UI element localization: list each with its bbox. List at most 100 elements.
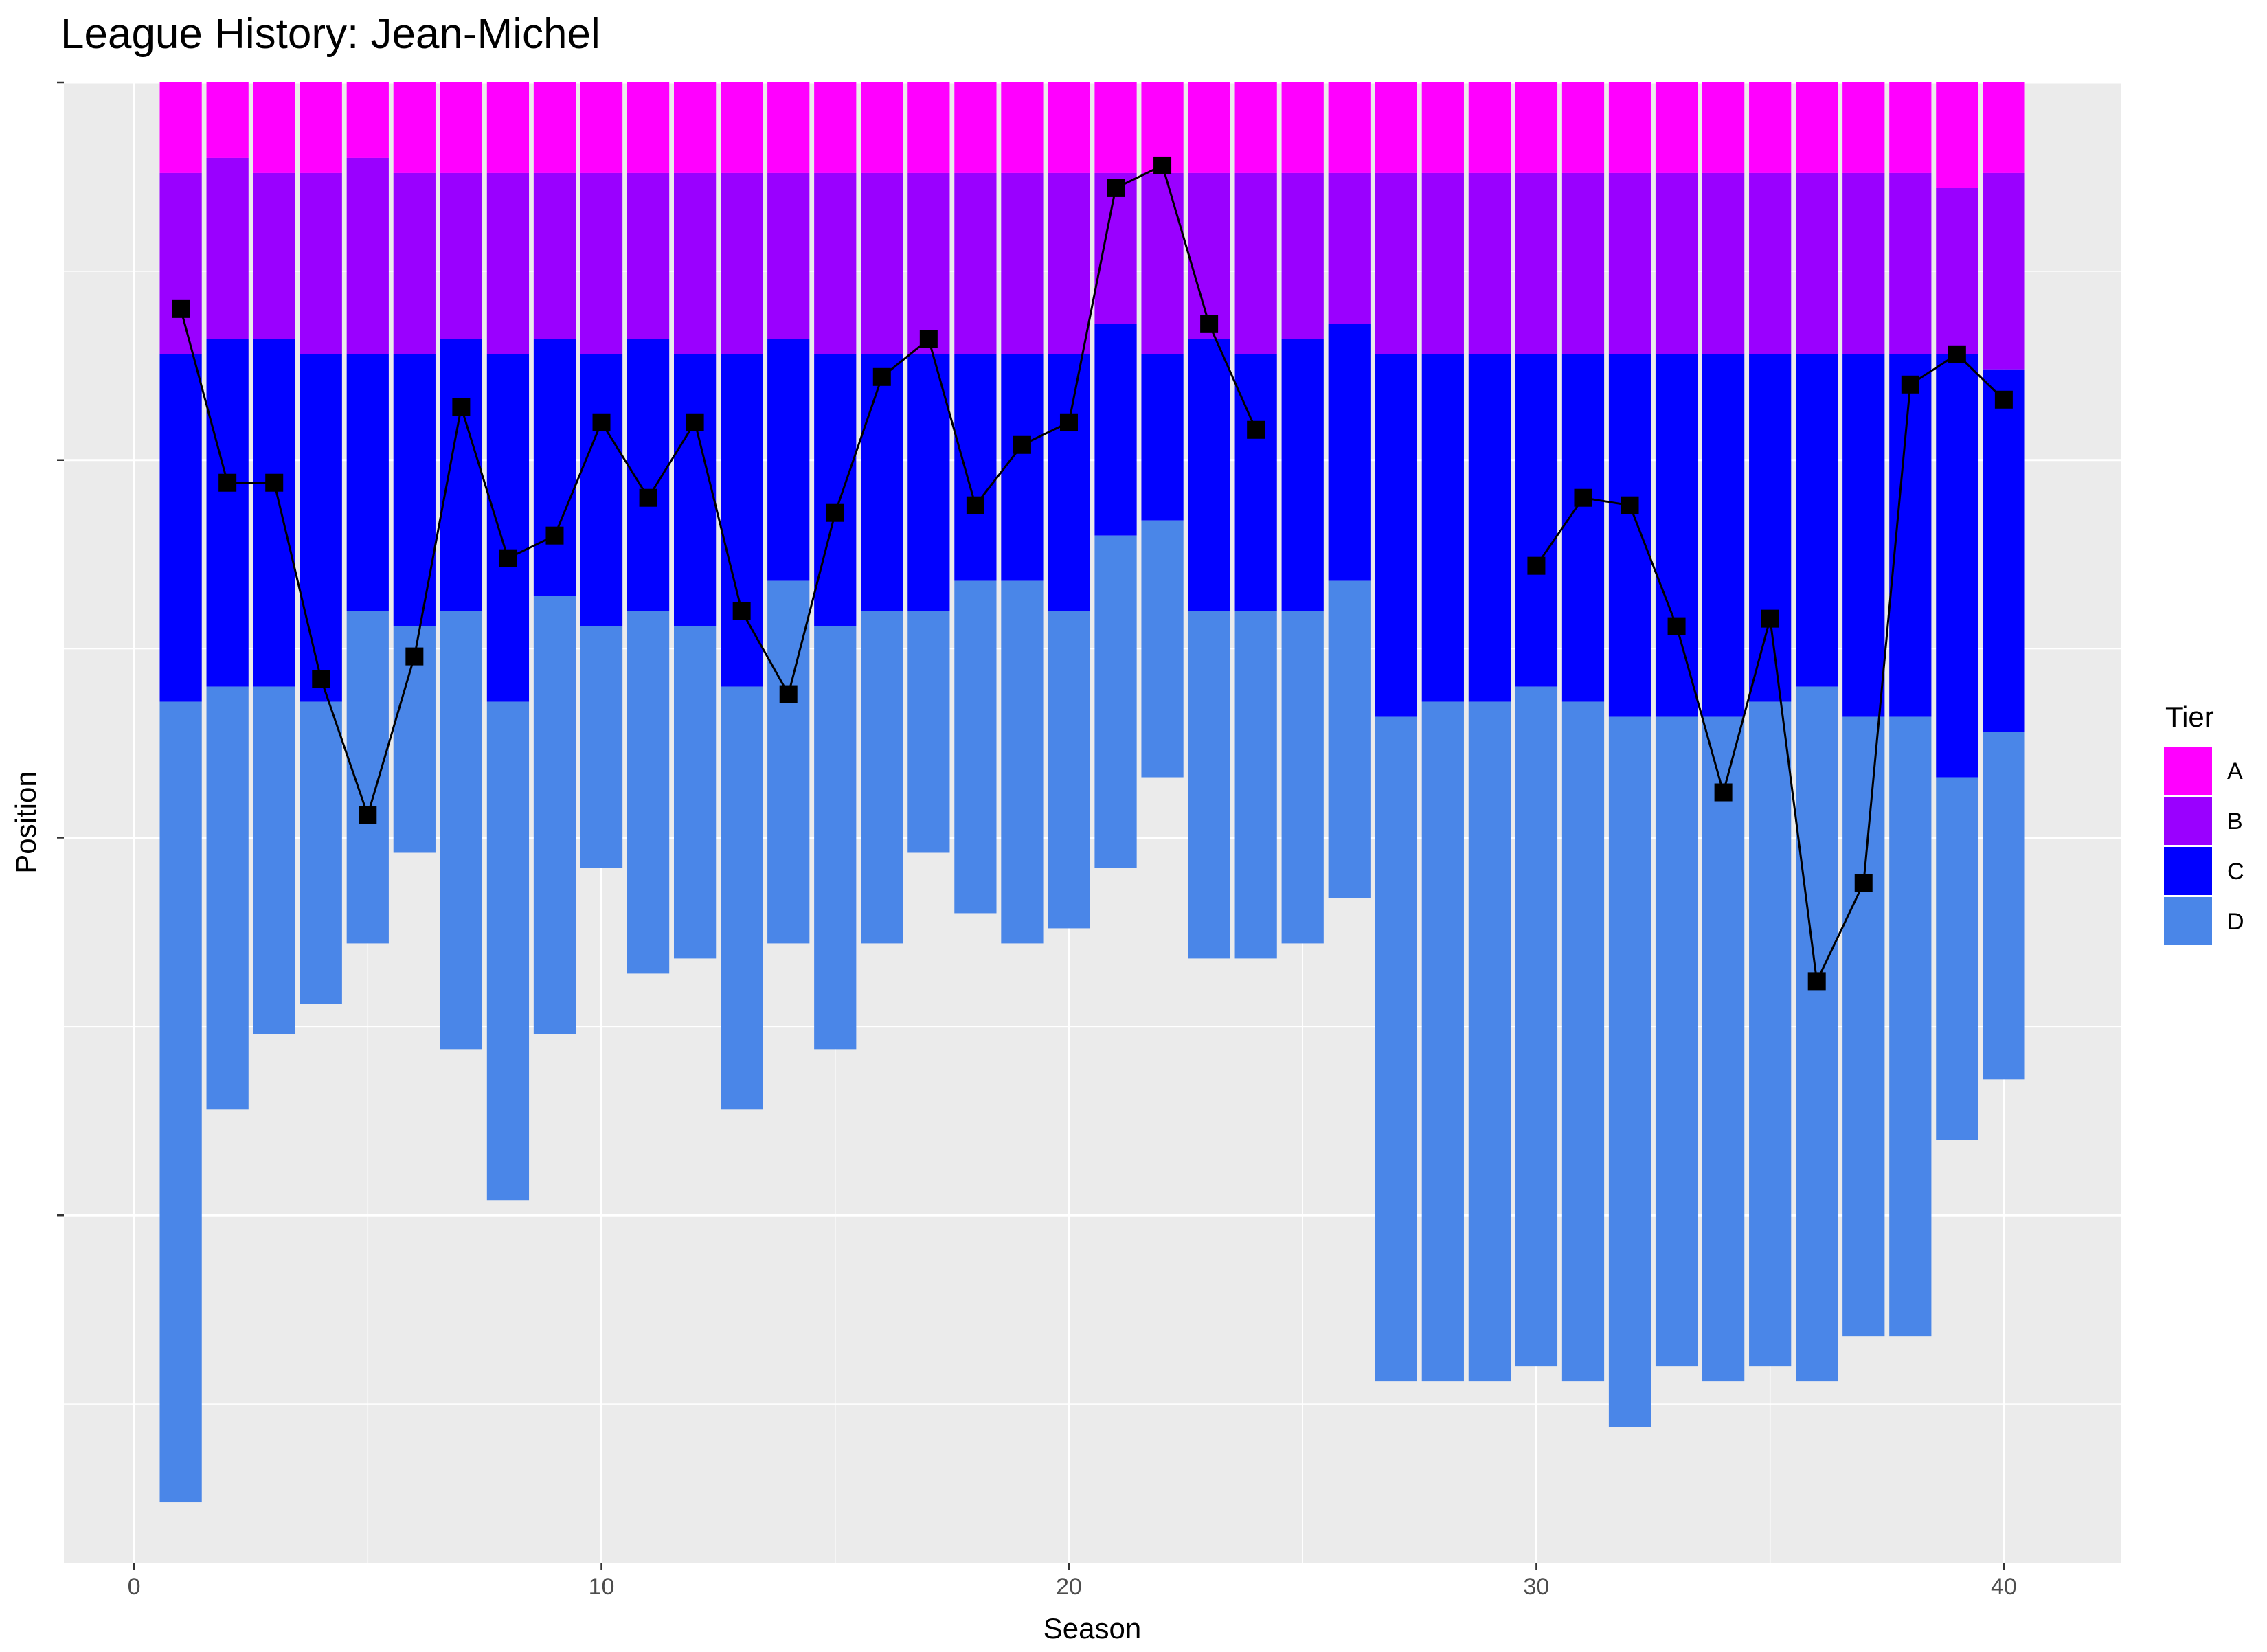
bar-segment-tier-a	[861, 82, 903, 173]
position-marker	[1574, 488, 1592, 507]
bar-segment-tier-c	[1141, 354, 1184, 521]
bar-segment-tier-c	[1188, 339, 1230, 611]
bar-segment-tier-c	[1328, 324, 1371, 581]
position-marker	[872, 367, 891, 386]
bar-segment-tier-c	[1561, 354, 1605, 702]
bar-segment-tier-d	[486, 701, 530, 1201]
bar-segment-tier-a	[159, 82, 202, 173]
bar-segment-tier-a	[486, 82, 530, 173]
bar-segment-tier-d	[1094, 535, 1137, 868]
legend-key-tier-a	[2164, 747, 2212, 795]
x-tick-label: 0	[128, 1574, 141, 1600]
bar-segment-tier-b	[673, 172, 717, 354]
bar-segment-tier-a	[1983, 82, 2025, 173]
position-marker	[1854, 874, 1873, 892]
bar-segment-tier-a	[300, 82, 342, 173]
bar-segment-tier-d	[300, 701, 342, 1004]
legend-key-tier-b	[2164, 797, 2212, 845]
bar-segment-tier-b	[907, 172, 950, 354]
bar-segment-tier-c	[1094, 324, 1137, 536]
x-tick-label: 20	[1056, 1574, 1082, 1600]
bar-segment-tier-b	[1328, 172, 1371, 324]
bar-segment-tier-d	[1281, 611, 1324, 944]
bar-segment-tier-d	[1889, 716, 1932, 1337]
bar-segment-tier-b	[1842, 172, 1885, 354]
legend-label-tier-d: D	[2227, 909, 2244, 935]
bar-segment-tier-a	[1749, 82, 1792, 173]
bar-segment-tier-d	[1561, 701, 1605, 1382]
bar-segment-tier-b	[1655, 172, 1698, 354]
bar-segment-tier-a	[1608, 82, 1651, 173]
bar-segment-tier-a	[721, 82, 763, 173]
bar-segment-tier-d	[1328, 580, 1371, 898]
bar-segment-tier-b	[1889, 172, 1932, 354]
bar-segment-tier-d	[1655, 716, 1698, 1367]
bar-segment-tier-d	[1983, 732, 2025, 1080]
position-marker	[1807, 972, 1826, 991]
bar-segment-tier-d	[721, 686, 763, 1110]
position-marker	[1153, 156, 1172, 174]
bar-segment-tier-a	[533, 82, 576, 173]
position-marker	[1013, 435, 1031, 454]
bar-segment-tier-a	[206, 82, 249, 158]
bar-segment-tier-a	[440, 82, 483, 173]
legend-key-tier-c	[2164, 847, 2212, 895]
bar-segment-tier-a	[393, 82, 436, 173]
position-marker	[312, 670, 330, 688]
bar-segment-tier-a	[346, 82, 389, 158]
bar-segment-tier-c	[1936, 354, 1978, 778]
bar-segment-tier-a	[1515, 82, 1558, 173]
position-marker	[779, 685, 798, 703]
bar-segment-tier-b	[1702, 172, 1745, 354]
bar-segment-tier-d	[1234, 611, 1277, 959]
bar-segment-tier-b	[721, 172, 763, 354]
position-line	[179, 163, 1257, 819]
bar-segment-tier-c	[159, 354, 202, 702]
bar-segment-tier-c	[861, 354, 903, 611]
bar-segment-tier-c	[1515, 354, 1558, 687]
position-marker	[1059, 413, 1078, 431]
bar-segment-tier-b	[580, 172, 623, 354]
bar-segment-tier-d	[1188, 611, 1230, 959]
bar-segment-tier-c	[346, 354, 389, 611]
bar-segment-tier-c	[300, 354, 342, 702]
bar-segment-tier-b	[1141, 172, 1184, 354]
position-marker	[639, 488, 657, 507]
bar-segment-tier-b	[767, 172, 810, 339]
bar-segment-tier-d	[1702, 716, 1745, 1382]
bar-segment-tier-a	[1796, 82, 1838, 173]
position-marker	[919, 330, 938, 348]
position-marker	[1247, 420, 1265, 439]
position-marker	[218, 473, 237, 492]
bar-segment-tier-b	[159, 172, 202, 354]
bar-segment-tier-d	[1749, 701, 1792, 1367]
bar-segment-tier-d	[1515, 686, 1558, 1367]
bar-segment-tier-d	[954, 580, 997, 914]
bar-segment-tier-d	[814, 626, 857, 1050]
bar-segment-tier-b	[1608, 172, 1651, 354]
position-marker	[1994, 390, 2013, 409]
bar-segment-tier-d	[907, 611, 950, 853]
bar-segment-tier-b	[1375, 172, 1417, 354]
legend-label-tier-c: C	[2227, 859, 2244, 885]
bar-segment-tier-a	[907, 82, 950, 173]
bar-segment-tier-a	[1375, 82, 1417, 173]
bar-segment-tier-c	[533, 339, 576, 596]
bar-segment-tier-b	[1281, 172, 1324, 339]
position-marker	[1667, 617, 1686, 635]
bar-segment-tier-c	[1281, 339, 1324, 611]
bar-segment-tier-c	[486, 354, 530, 702]
bar-segment-tier-d	[580, 626, 623, 868]
bar-segment-tier-d	[1375, 716, 1417, 1382]
bar-segment-tier-a	[1889, 82, 1932, 173]
bar-segment-tier-c	[673, 354, 717, 626]
position-marker	[592, 413, 611, 431]
position-marker	[966, 496, 984, 514]
bar-segment-tier-d	[1141, 520, 1184, 778]
bar-segment-tier-c	[907, 354, 950, 611]
bar-segment-tier-a	[767, 82, 810, 173]
bar-segment-tier-c	[393, 354, 436, 626]
bar-segment-tier-a	[1281, 82, 1324, 173]
